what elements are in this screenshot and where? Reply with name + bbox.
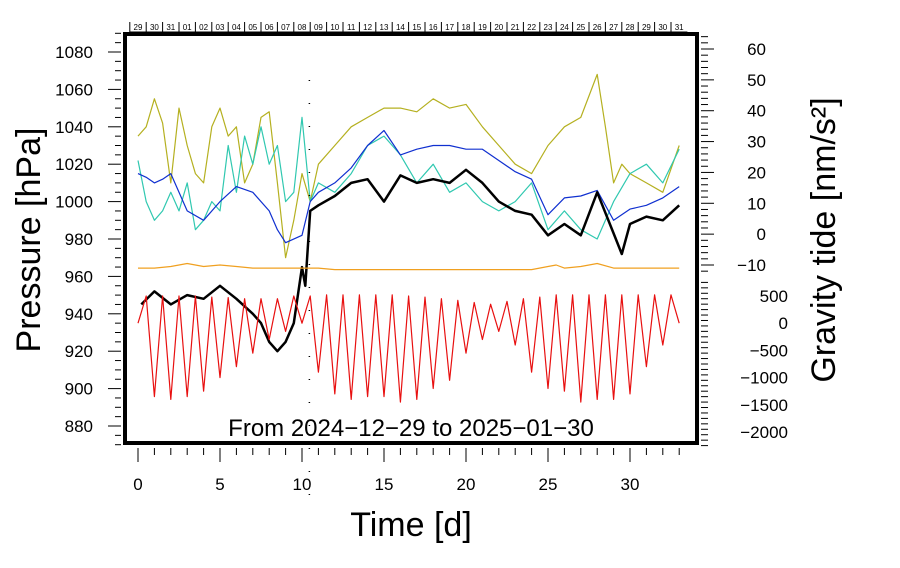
date-label: 05 — [248, 23, 257, 32]
right-lower-tick-label: −2000 — [740, 423, 788, 442]
series-pressure-teal — [137, 116, 680, 240]
right-lower-tick-label: −500 — [750, 341, 788, 360]
series-gravity-tide-orange — [138, 262, 680, 271]
date-label: 31 — [166, 23, 175, 32]
left-tick-label: 980 — [65, 230, 93, 249]
date-label: 16 — [429, 23, 438, 32]
date-label: 11 — [347, 23, 356, 32]
right-upper-tick-label: 20 — [747, 163, 766, 182]
series-pressure-black — [140, 168, 681, 353]
date-label: 29 — [134, 23, 143, 32]
date-label: 30 — [658, 23, 667, 32]
date-label: 29 — [642, 23, 651, 32]
date-label: 31 — [675, 23, 684, 32]
right-axis-title: Gravity tide [nm/s²] — [805, 97, 843, 382]
series-gravity-tide-red — [137, 294, 680, 403]
date-label: 30 — [150, 23, 159, 32]
left-tick-label: 1060 — [55, 80, 93, 99]
right-lower-tick-label: 500 — [760, 287, 788, 306]
date-label: 04 — [232, 23, 241, 32]
right-lower-tick-label: −1000 — [740, 369, 788, 388]
date-label: 14 — [396, 23, 405, 32]
axes-layer: 29 30 31 01 02 03 04 05 06 07 08 09 10 11 12 13 14 15 16 17… — [55, 22, 788, 494]
date-label: 03 — [216, 23, 225, 32]
x-tick-label: 0 — [133, 475, 142, 494]
right-lower-tick-label: −1500 — [740, 396, 788, 415]
date-label: 27 — [609, 23, 618, 32]
date-label: 12 — [363, 23, 372, 32]
date-range-annotation: From 2024−12−29 to 2025−01−30 — [228, 415, 594, 442]
left-tick-label: 1000 — [55, 193, 93, 212]
right-upper-tick-label: 60 — [747, 40, 766, 59]
series-pressure-blue — [137, 129, 680, 244]
date-label: 07 — [281, 23, 290, 32]
left-tick-label: 1080 — [55, 43, 93, 62]
date-label: 10 — [330, 23, 339, 32]
left-tick-label: 960 — [65, 267, 93, 286]
date-label: 09 — [314, 23, 323, 32]
left-tick-label: 920 — [65, 342, 93, 361]
date-label: 01 — [183, 23, 192, 32]
date-label: 24 — [560, 23, 569, 32]
left-tick-label: 940 — [65, 305, 93, 324]
date-label: 08 — [298, 23, 307, 32]
plot-frame — [123, 32, 699, 445]
series-pressure-olive — [137, 73, 680, 259]
date-label: 19 — [478, 23, 487, 32]
date-label: 06 — [265, 23, 274, 32]
right-lower-tick-label: 0 — [779, 314, 788, 333]
left-tick-label: 1040 — [55, 118, 93, 137]
right-upper-tick-label: −10 — [737, 256, 766, 275]
date-label: 28 — [626, 23, 635, 32]
date-label: 26 — [593, 23, 602, 32]
left-tick-label: 900 — [65, 380, 93, 399]
x-tick-label: 25 — [539, 475, 558, 494]
series-layer — [137, 73, 681, 500]
date-label: 18 — [462, 23, 471, 32]
date-label: 21 — [511, 23, 520, 32]
x-tick-label: 15 — [375, 475, 394, 494]
x-tick-label: 20 — [457, 475, 476, 494]
date-label: 23 — [544, 23, 553, 32]
right-upper-tick-label: 0 — [757, 225, 766, 244]
date-label: 15 — [412, 23, 421, 32]
date-label: 22 — [527, 23, 536, 32]
right-upper-tick-label: 50 — [747, 71, 766, 90]
date-label: 20 — [494, 23, 503, 32]
x-tick-label: 10 — [293, 475, 312, 494]
x-tick-label: 5 — [215, 475, 224, 494]
right-upper-tick-label: 40 — [747, 102, 766, 121]
left-axis-title: Pressure [hPa] — [10, 128, 48, 353]
left-tick-label: 1020 — [55, 155, 93, 174]
left-tick-label: 880 — [65, 417, 93, 436]
x-tick-label: 30 — [621, 475, 640, 494]
date-label: 17 — [445, 23, 454, 32]
right-upper-tick-label: 30 — [747, 133, 766, 152]
frame-layer — [123, 32, 699, 445]
date-label: 02 — [199, 23, 208, 32]
x-axis-title: Time [d] — [350, 506, 472, 544]
date-label: 25 — [576, 23, 585, 32]
date-label: 13 — [380, 23, 389, 32]
right-upper-tick-label: 10 — [747, 194, 766, 213]
